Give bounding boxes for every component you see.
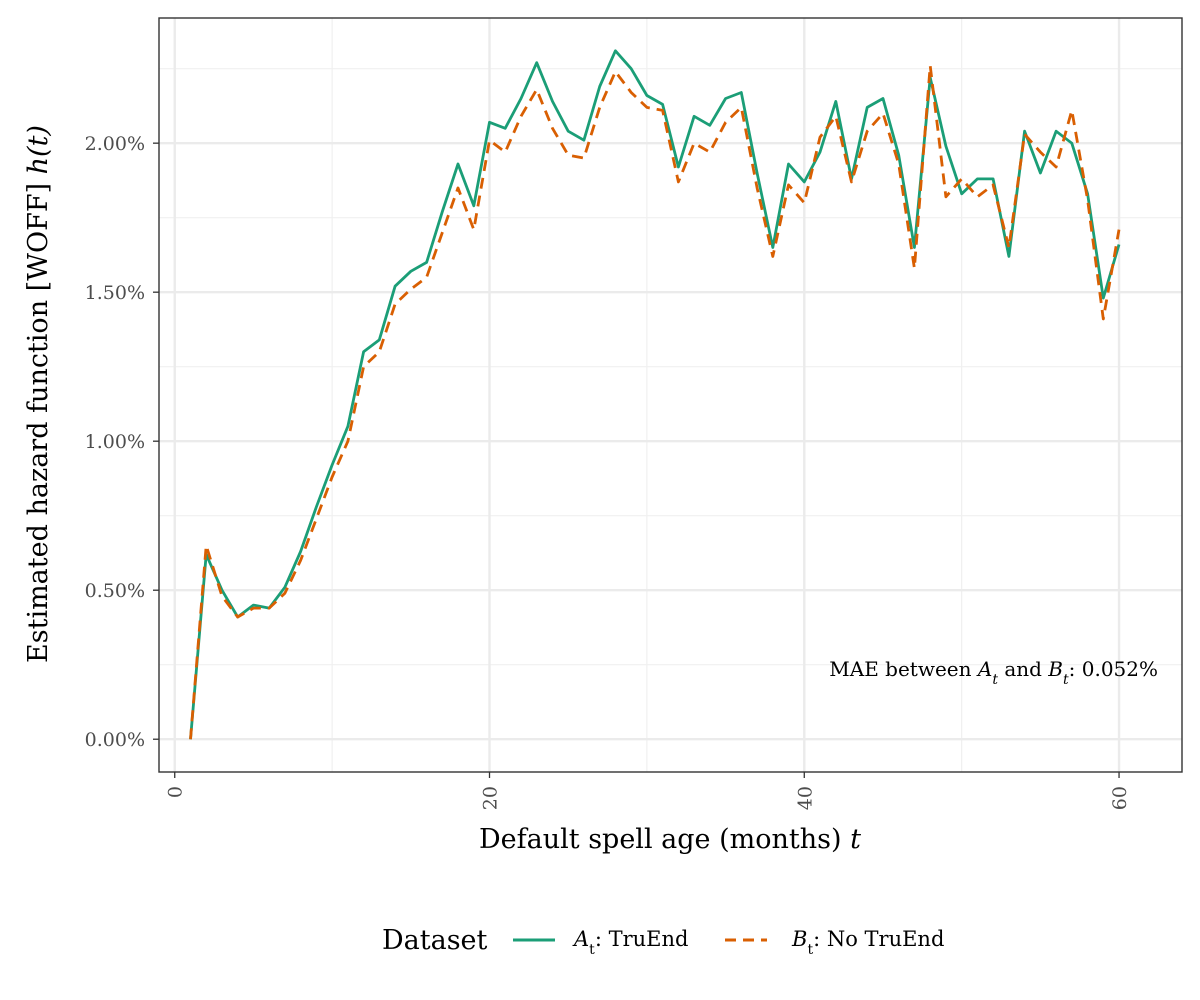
x-tick-label: 20	[480, 786, 502, 810]
y-axis-title: Estimated hazard function [WOFF] h(t)	[23, 125, 54, 663]
plot-border	[158, 17, 1183, 773]
y-tick-label: 0.50%	[85, 580, 145, 602]
legend-label-series-a: At: TruEnd	[572, 927, 688, 958]
mae-annotation: MAE between At and Bt: 0.052%	[829, 657, 1158, 688]
legend-title: Dataset	[382, 925, 488, 956]
y-tick-label: 2.00%	[85, 133, 145, 155]
x-tick-label: 40	[794, 786, 816, 810]
x-tick-label: 0	[165, 786, 187, 798]
x-tick-label: 60	[1109, 786, 1131, 810]
series-b-line	[189, 64, 1121, 740]
x-axis-title: Default spell age (months) t	[479, 824, 861, 855]
y-tick-label: 1.00%	[85, 431, 145, 453]
legend: Dataset At: TruEnd Bt: No TruEnd	[382, 925, 944, 958]
plot-area: 0.00% 0.50% 1.00% 1.50% 2.00% 0 20 40 60	[85, 17, 1183, 810]
y-tick-label: 0.00%	[85, 729, 145, 751]
y-tick-label: 1.50%	[85, 282, 145, 304]
legend-label-series-b: Bt: No TruEnd	[791, 927, 944, 958]
series-a-line	[189, 49, 1121, 740]
